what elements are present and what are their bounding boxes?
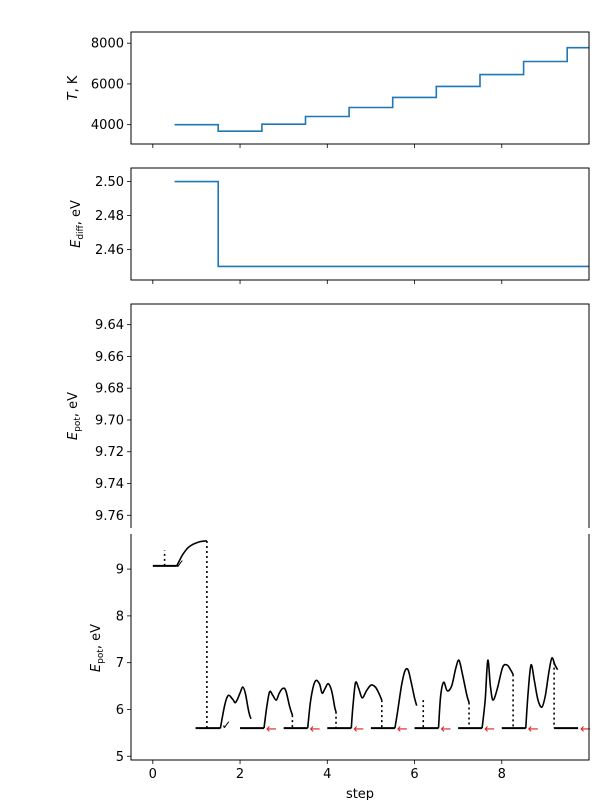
red-arrow: ← — [353, 722, 364, 737]
red-arrow: ← — [310, 722, 321, 737]
red-arrow: ← — [397, 722, 408, 737]
diffusion-barrier-y-axis-unit: , eV — [69, 200, 84, 225]
y-tick-label: 9.66 — [95, 350, 124, 365]
x-tick-label: 4 — [323, 767, 331, 782]
temperature-y-axis-unit: , K — [66, 75, 81, 92]
x-tick-label: 0 — [149, 767, 157, 782]
x-tick-label: 2 — [236, 767, 244, 782]
potential-energy-upper-y-ticks: 9.64 9.66 9.68 9.70 9.72 9.74 9.76 — [95, 318, 131, 524]
potential-energy-lower-x-ticks: 0 2 4 6 8 — [149, 760, 506, 782]
temperature-x-ticks — [152, 144, 503, 148]
check-mark: ✓ — [221, 718, 231, 732]
x-tick-label: 8 — [498, 767, 506, 782]
potential-energy-lower-axes-frame — [130, 534, 590, 761]
x-tick-label: 6 — [410, 767, 418, 782]
temperature-series — [174, 46, 589, 132]
potential-energy-lower-panel: ✓ ✓ ← ← ← ← ← ← ← ← 5 6 7 8 9 0 2 4 6 8 Epot, eV step — [89, 534, 591, 800]
potential-energy-lower-y-axis-subscript: pot — [96, 649, 106, 664]
y-tick-label: 8 — [116, 609, 124, 624]
potential-energy-lower-y-axis-symbol: E — [89, 663, 104, 672]
y-tick-label: 9.76 — [95, 509, 124, 524]
segment-profile — [525, 657, 559, 729]
red-arrow: ← — [528, 722, 539, 737]
y-tick-label: 2.48 — [95, 209, 124, 224]
potential-energy-upper-y-axis-subscript: pot — [73, 417, 83, 432]
step-line — [174, 46, 589, 132]
red-arrow: ← — [441, 722, 452, 737]
diffusion-barrier-y-ticks: 2.46 2.48 2.50 — [95, 175, 131, 258]
segment-profile — [437, 659, 470, 729]
step-line — [174, 180, 589, 268]
y-tick-label: 6 — [116, 703, 124, 718]
y-tick-label: 9 — [116, 563, 124, 578]
segment-profile — [306, 679, 337, 729]
potential-energy-lower-y-ticks: 5 6 7 8 9 — [116, 563, 131, 765]
red-arrow: ← — [266, 722, 277, 737]
temperature-axes-frame — [130, 31, 590, 145]
segment-profile — [481, 659, 514, 729]
diffusion-barrier-axes-frame — [130, 167, 590, 281]
temperature-y-ticks: 4000 6000 8000 — [91, 37, 131, 133]
potential-energy-upper-y-axis-symbol: E — [66, 431, 81, 440]
diffusion-barrier-y-axis-label: Ediff, eV — [69, 200, 86, 248]
y-tick-label: 8000 — [91, 37, 124, 52]
potential-energy-upper-axes-frame — [130, 303, 590, 528]
potential-energy-profiles: ✓ ✓ ← ← ← ← ← ← ← ← — [152, 540, 591, 737]
potential-energy-upper-y-axis-label: Epot, eV — [66, 392, 83, 440]
temperature-panel: 4000 6000 8000 T, K — [66, 31, 590, 148]
check-mark: ✓ — [175, 557, 185, 571]
diffusion-barrier-y-axis-subscript: diff — [76, 224, 86, 239]
y-tick-label: 9.72 — [95, 445, 124, 460]
y-tick-label: 7 — [116, 656, 124, 671]
y-tick-label: 9.68 — [95, 382, 124, 397]
diffusion-barrier-y-axis-symbol: E — [69, 239, 84, 248]
y-tick-label: 5 — [116, 750, 124, 765]
y-tick-label: 6000 — [91, 77, 124, 92]
segment-profile — [350, 681, 383, 729]
y-tick-label: 4000 — [91, 118, 124, 133]
diffusion-barrier-panel: 2.46 2.48 2.50 Ediff, eV — [69, 167, 590, 284]
diffusion-barrier-x-ticks — [152, 280, 503, 284]
diffusion-barrier-series — [174, 180, 589, 268]
red-arrow: ← — [484, 722, 495, 737]
y-tick-label: 9.70 — [95, 413, 124, 428]
x-axis-label: step — [346, 787, 374, 800]
y-tick-label: 2.46 — [95, 243, 124, 258]
y-tick-label: 9.74 — [95, 477, 124, 492]
potential-energy-upper-panel: 9.64 9.66 9.68 9.70 9.72 9.74 9.76 Epot, eV — [66, 303, 590, 528]
temperature-y-axis-label: T, K — [66, 75, 81, 100]
y-tick-label: 2.50 — [95, 175, 124, 190]
segment-profile — [219, 686, 252, 729]
segment-profile — [263, 687, 294, 729]
temperature-y-axis-symbol: T — [66, 91, 81, 100]
potential-energy-lower-y-axis-label: Epot, eV — [89, 624, 106, 672]
segment-profile — [394, 667, 418, 729]
potential-energy-lower-y-axis-unit: , eV — [89, 624, 104, 649]
potential-energy-upper-y-axis-unit: , eV — [66, 392, 81, 417]
y-tick-label: 9.64 — [95, 318, 124, 333]
initial-profile — [176, 540, 207, 567]
red-arrow: ← — [580, 722, 591, 737]
